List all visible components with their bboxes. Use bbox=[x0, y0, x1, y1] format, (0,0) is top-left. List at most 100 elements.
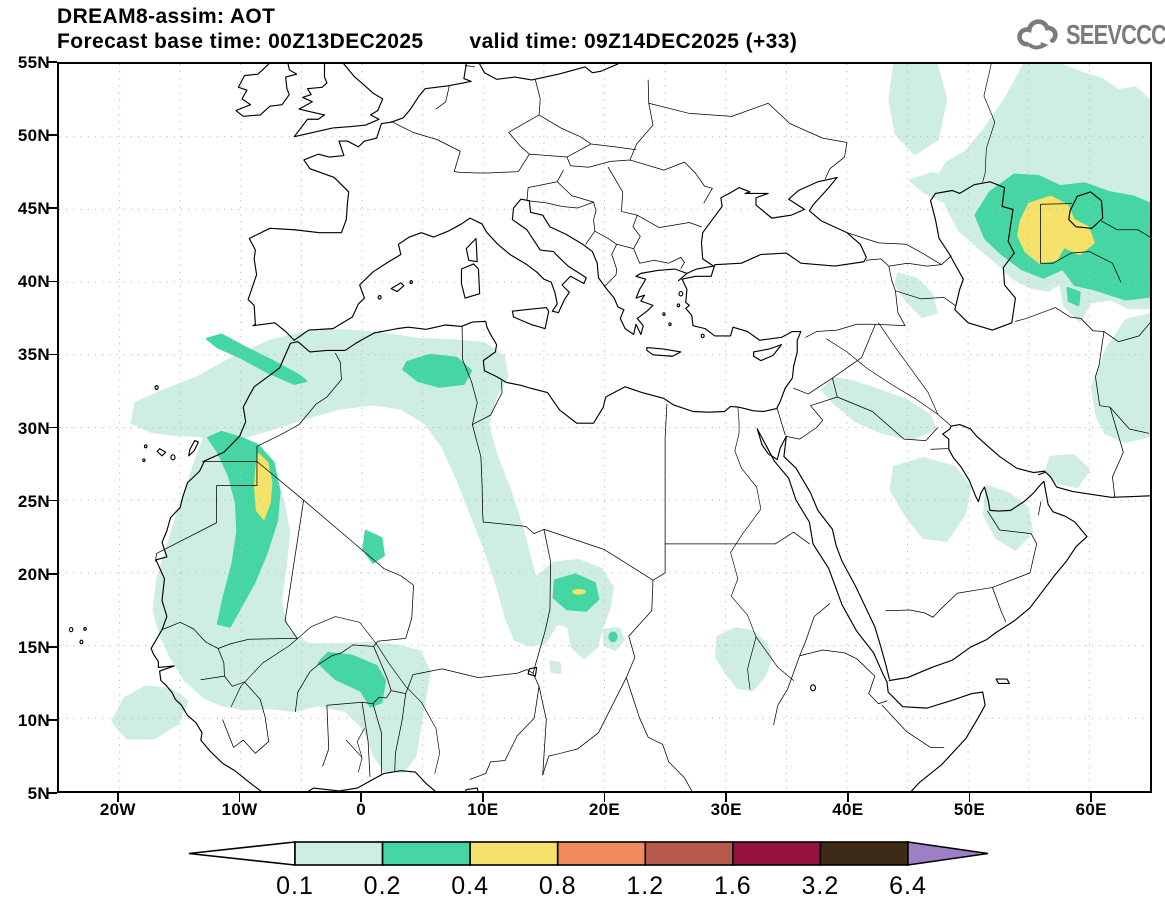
aot-region-se-corner bbox=[1092, 314, 1150, 442]
x-axis-tick bbox=[725, 793, 727, 802]
island-chios bbox=[677, 304, 679, 307]
island-crete bbox=[647, 348, 681, 357]
y-axis-tick bbox=[48, 134, 57, 136]
y-axis-label-15N: 15N bbox=[17, 637, 50, 657]
x-axis-label-0: 0 bbox=[356, 800, 367, 819]
x-axis-tick bbox=[360, 793, 362, 802]
river-ural bbox=[983, 64, 995, 182]
coastline-guinea-gulf bbox=[306, 771, 481, 791]
y-axis-label-50N: 50N bbox=[17, 126, 50, 146]
y-axis-label-55N: 55N bbox=[17, 53, 50, 72]
y-axis-tick bbox=[48, 207, 57, 210]
y-axis-tick bbox=[48, 572, 57, 575]
island-cyprus bbox=[754, 345, 782, 361]
aot-core-tunisia bbox=[403, 355, 471, 387]
logo-text: SEEVCCC bbox=[1066, 19, 1165, 50]
island-cape-verde-1 bbox=[69, 628, 72, 632]
y-axis-label-25N: 25N bbox=[17, 491, 50, 511]
colorbar-level-0.4: 0.4 bbox=[451, 872, 489, 900]
x-axis-tick bbox=[117, 793, 119, 802]
colorbar-level-0.1: 0.1 bbox=[276, 872, 314, 900]
aot-region-kura bbox=[895, 273, 936, 317]
y-axis-tick bbox=[48, 646, 57, 648]
x-axis-label-10E: 10E bbox=[467, 800, 499, 819]
x-axis-label-50E: 50E bbox=[953, 800, 986, 819]
colorbar-level-3.2: 3.2 bbox=[801, 872, 840, 900]
coastline-atlantic-europe bbox=[248, 64, 471, 340]
island-qeshm bbox=[1038, 473, 1044, 475]
aot-region-atlantic-blob bbox=[112, 686, 187, 738]
borders-central-asia bbox=[1015, 204, 1150, 498]
aot-region-sudan bbox=[716, 628, 772, 691]
island-ibiza bbox=[378, 296, 381, 299]
colorbar bbox=[188, 841, 989, 866]
island-andros bbox=[663, 313, 665, 316]
coastline-blacksea bbox=[682, 177, 866, 279]
island-cape-verde-3 bbox=[84, 627, 86, 630]
coastline-aral bbox=[1069, 192, 1103, 228]
forecast-base-time: Forecast base time: 00Z13DEC2025 bbox=[57, 30, 424, 53]
island-lanzarote bbox=[189, 441, 199, 456]
coastline-baltic bbox=[480, 64, 618, 80]
coastline-britain bbox=[294, 64, 382, 137]
island-cape-verde-2 bbox=[80, 640, 83, 643]
aot-region-uae bbox=[984, 486, 1032, 550]
coastline-arabia-south-gulf bbox=[889, 426, 1087, 680]
island-menorca bbox=[410, 281, 412, 284]
aot-core-turkmen-finger bbox=[1068, 288, 1080, 305]
colorbar-above-arrow bbox=[907, 841, 989, 866]
x-axis-label-20W: 20W bbox=[99, 800, 136, 819]
coastline-med-north bbox=[294, 199, 687, 340]
island-corsica bbox=[466, 238, 477, 261]
colorbar-level-6.4: 6.4 bbox=[889, 872, 927, 900]
y-axis-tick bbox=[48, 719, 57, 721]
aot-max-aral bbox=[1018, 196, 1094, 263]
coastline-redsea-horn bbox=[757, 429, 985, 791]
aot-core-sahel bbox=[318, 653, 385, 707]
y-axis-label-40N: 40N bbox=[17, 272, 50, 292]
borders-mideast-caucasus bbox=[777, 233, 1041, 622]
lake-tana bbox=[811, 685, 816, 691]
y-axis-tick bbox=[48, 353, 57, 356]
geography-layer bbox=[69, 64, 1150, 791]
colorbar-cell-0 bbox=[294, 841, 384, 866]
aot-core-atlas bbox=[207, 334, 306, 383]
coastline-ireland bbox=[236, 64, 297, 116]
aot-region-coastal-sahel bbox=[154, 427, 430, 772]
graticule-layer bbox=[59, 64, 1150, 791]
island-lesbos bbox=[679, 292, 683, 296]
x-axis-label-30E: 30E bbox=[710, 800, 742, 819]
y-axis-label-5N: 5N bbox=[27, 784, 50, 803]
x-axis-tick bbox=[968, 793, 971, 802]
island-socotra bbox=[996, 679, 1009, 683]
seevccc-logo: SEEVCCC bbox=[1014, 18, 1165, 52]
forecast-time-line: Forecast base time: 00Z13DEC2025 valid ti… bbox=[57, 30, 797, 54]
colorbar-cell-4 bbox=[644, 841, 734, 866]
y-axis-label-35N: 35N bbox=[17, 345, 50, 365]
colorbar-level-0.2: 0.2 bbox=[363, 872, 402, 900]
aot-max-chad-sliver bbox=[573, 590, 585, 594]
colorbar-cell-6 bbox=[819, 841, 909, 866]
island-rhodes bbox=[701, 334, 704, 337]
aot-shading-layer bbox=[112, 64, 1150, 772]
x-axis-label-10W: 10W bbox=[221, 800, 258, 819]
y-axis-tick bbox=[48, 426, 57, 429]
colorbar-below-arrow bbox=[188, 841, 296, 866]
x-axis-tick bbox=[238, 793, 241, 802]
cloud-icon bbox=[1017, 19, 1058, 50]
colorbar-level-1.2: 1.2 bbox=[626, 872, 665, 900]
colorbar-level-0.8: 0.8 bbox=[538, 872, 577, 900]
y-axis-label-45N: 45N bbox=[17, 199, 50, 219]
y-axis-tick bbox=[48, 280, 57, 283]
x-axis-tick bbox=[847, 793, 849, 802]
lake-chad bbox=[528, 667, 536, 676]
aot-region-s-iran bbox=[1046, 455, 1090, 487]
y-axis-tick bbox=[48, 499, 57, 502]
island-madeira bbox=[155, 386, 158, 390]
aot-region-saudi bbox=[891, 458, 971, 541]
x-axis-label-60E: 60E bbox=[1075, 800, 1107, 819]
island-la-palma bbox=[144, 445, 146, 448]
colorbar-cell-5 bbox=[732, 841, 822, 866]
colorbar-cell-2 bbox=[469, 841, 559, 866]
